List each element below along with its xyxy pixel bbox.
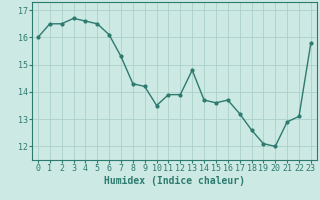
X-axis label: Humidex (Indice chaleur): Humidex (Indice chaleur) [104,176,245,186]
